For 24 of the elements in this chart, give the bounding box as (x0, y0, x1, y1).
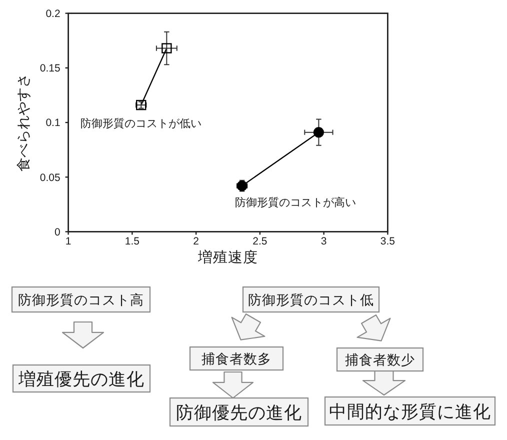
y-tick-label: 0.1 (46, 117, 60, 130)
text: 捕食者数少 (345, 352, 415, 368)
x-tick-label: 1 (65, 236, 72, 248)
text: 捕食者数多 (202, 351, 272, 366)
text: 防御優先の進化 (176, 402, 302, 422)
x-tick-label: 3.5 (380, 236, 396, 248)
series-label: 防御形質のコストが低い (80, 117, 202, 130)
y-tick-label: 0 (54, 226, 60, 238)
y-tick-label: 0.2 (46, 8, 60, 20)
text: 中間的な形質に進化 (329, 401, 491, 422)
x-tick-label: 2 (193, 236, 200, 248)
text: 防御形質のコスト低 (248, 292, 374, 308)
x-tick-label: 2.5 (252, 236, 268, 248)
y-axis-title: 食べられやすさ (15, 74, 31, 172)
text: 増殖優先の進化 (18, 368, 144, 389)
x-tick-label: 3 (320, 236, 327, 248)
point (313, 127, 324, 138)
point (162, 43, 172, 54)
x-tick-label: 1.5 (124, 236, 140, 248)
text: 防御形質のコスト高 (18, 292, 144, 308)
series-label: 防御形質のコストが高い (235, 196, 356, 209)
y-tick-label: 0.15 (40, 62, 60, 75)
y-tick-label: 0.05 (40, 172, 60, 184)
x-axis-title: 増殖速度 (197, 249, 258, 266)
